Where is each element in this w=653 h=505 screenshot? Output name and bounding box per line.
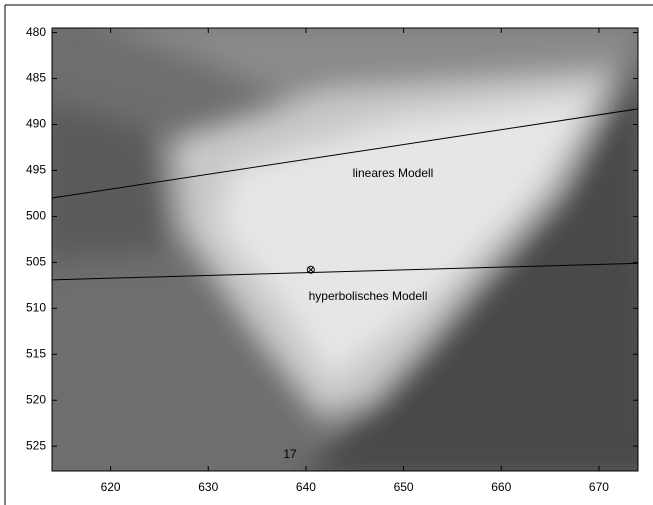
x-tick-label: 660: [491, 480, 511, 494]
model-line: [51, 108, 639, 199]
y-tick-label: 480: [26, 25, 46, 39]
y-tick-label: 495: [26, 163, 46, 177]
x-tick-label: 670: [589, 480, 609, 494]
y-tick-label: 520: [26, 392, 46, 406]
marker: [306, 265, 315, 274]
y-tick-label: 485: [26, 71, 46, 85]
y-tick-label: 510: [26, 300, 46, 314]
image-shapes: [52, 28, 638, 471]
y-tick-label: 525: [26, 438, 46, 452]
plot-frame: [51, 27, 639, 472]
model-line: [51, 262, 639, 281]
image: [52, 28, 638, 471]
y-tick-label: 515: [26, 346, 46, 360]
x-tick-label: 640: [296, 480, 316, 494]
y-tick-label: 505: [26, 255, 46, 269]
y-tick-label: 500: [26, 209, 46, 223]
marker-cross: [307, 266, 314, 273]
line-label: hyperbolisches Modell: [309, 289, 428, 303]
y-tick-label: 490: [26, 117, 46, 131]
annotation: 17: [283, 447, 297, 461]
x-tick-label: 620: [101, 480, 121, 494]
line-label: lineares Modell: [353, 166, 434, 180]
x-tick-label: 630: [198, 480, 218, 494]
x-tick-label: 650: [394, 480, 414, 494]
